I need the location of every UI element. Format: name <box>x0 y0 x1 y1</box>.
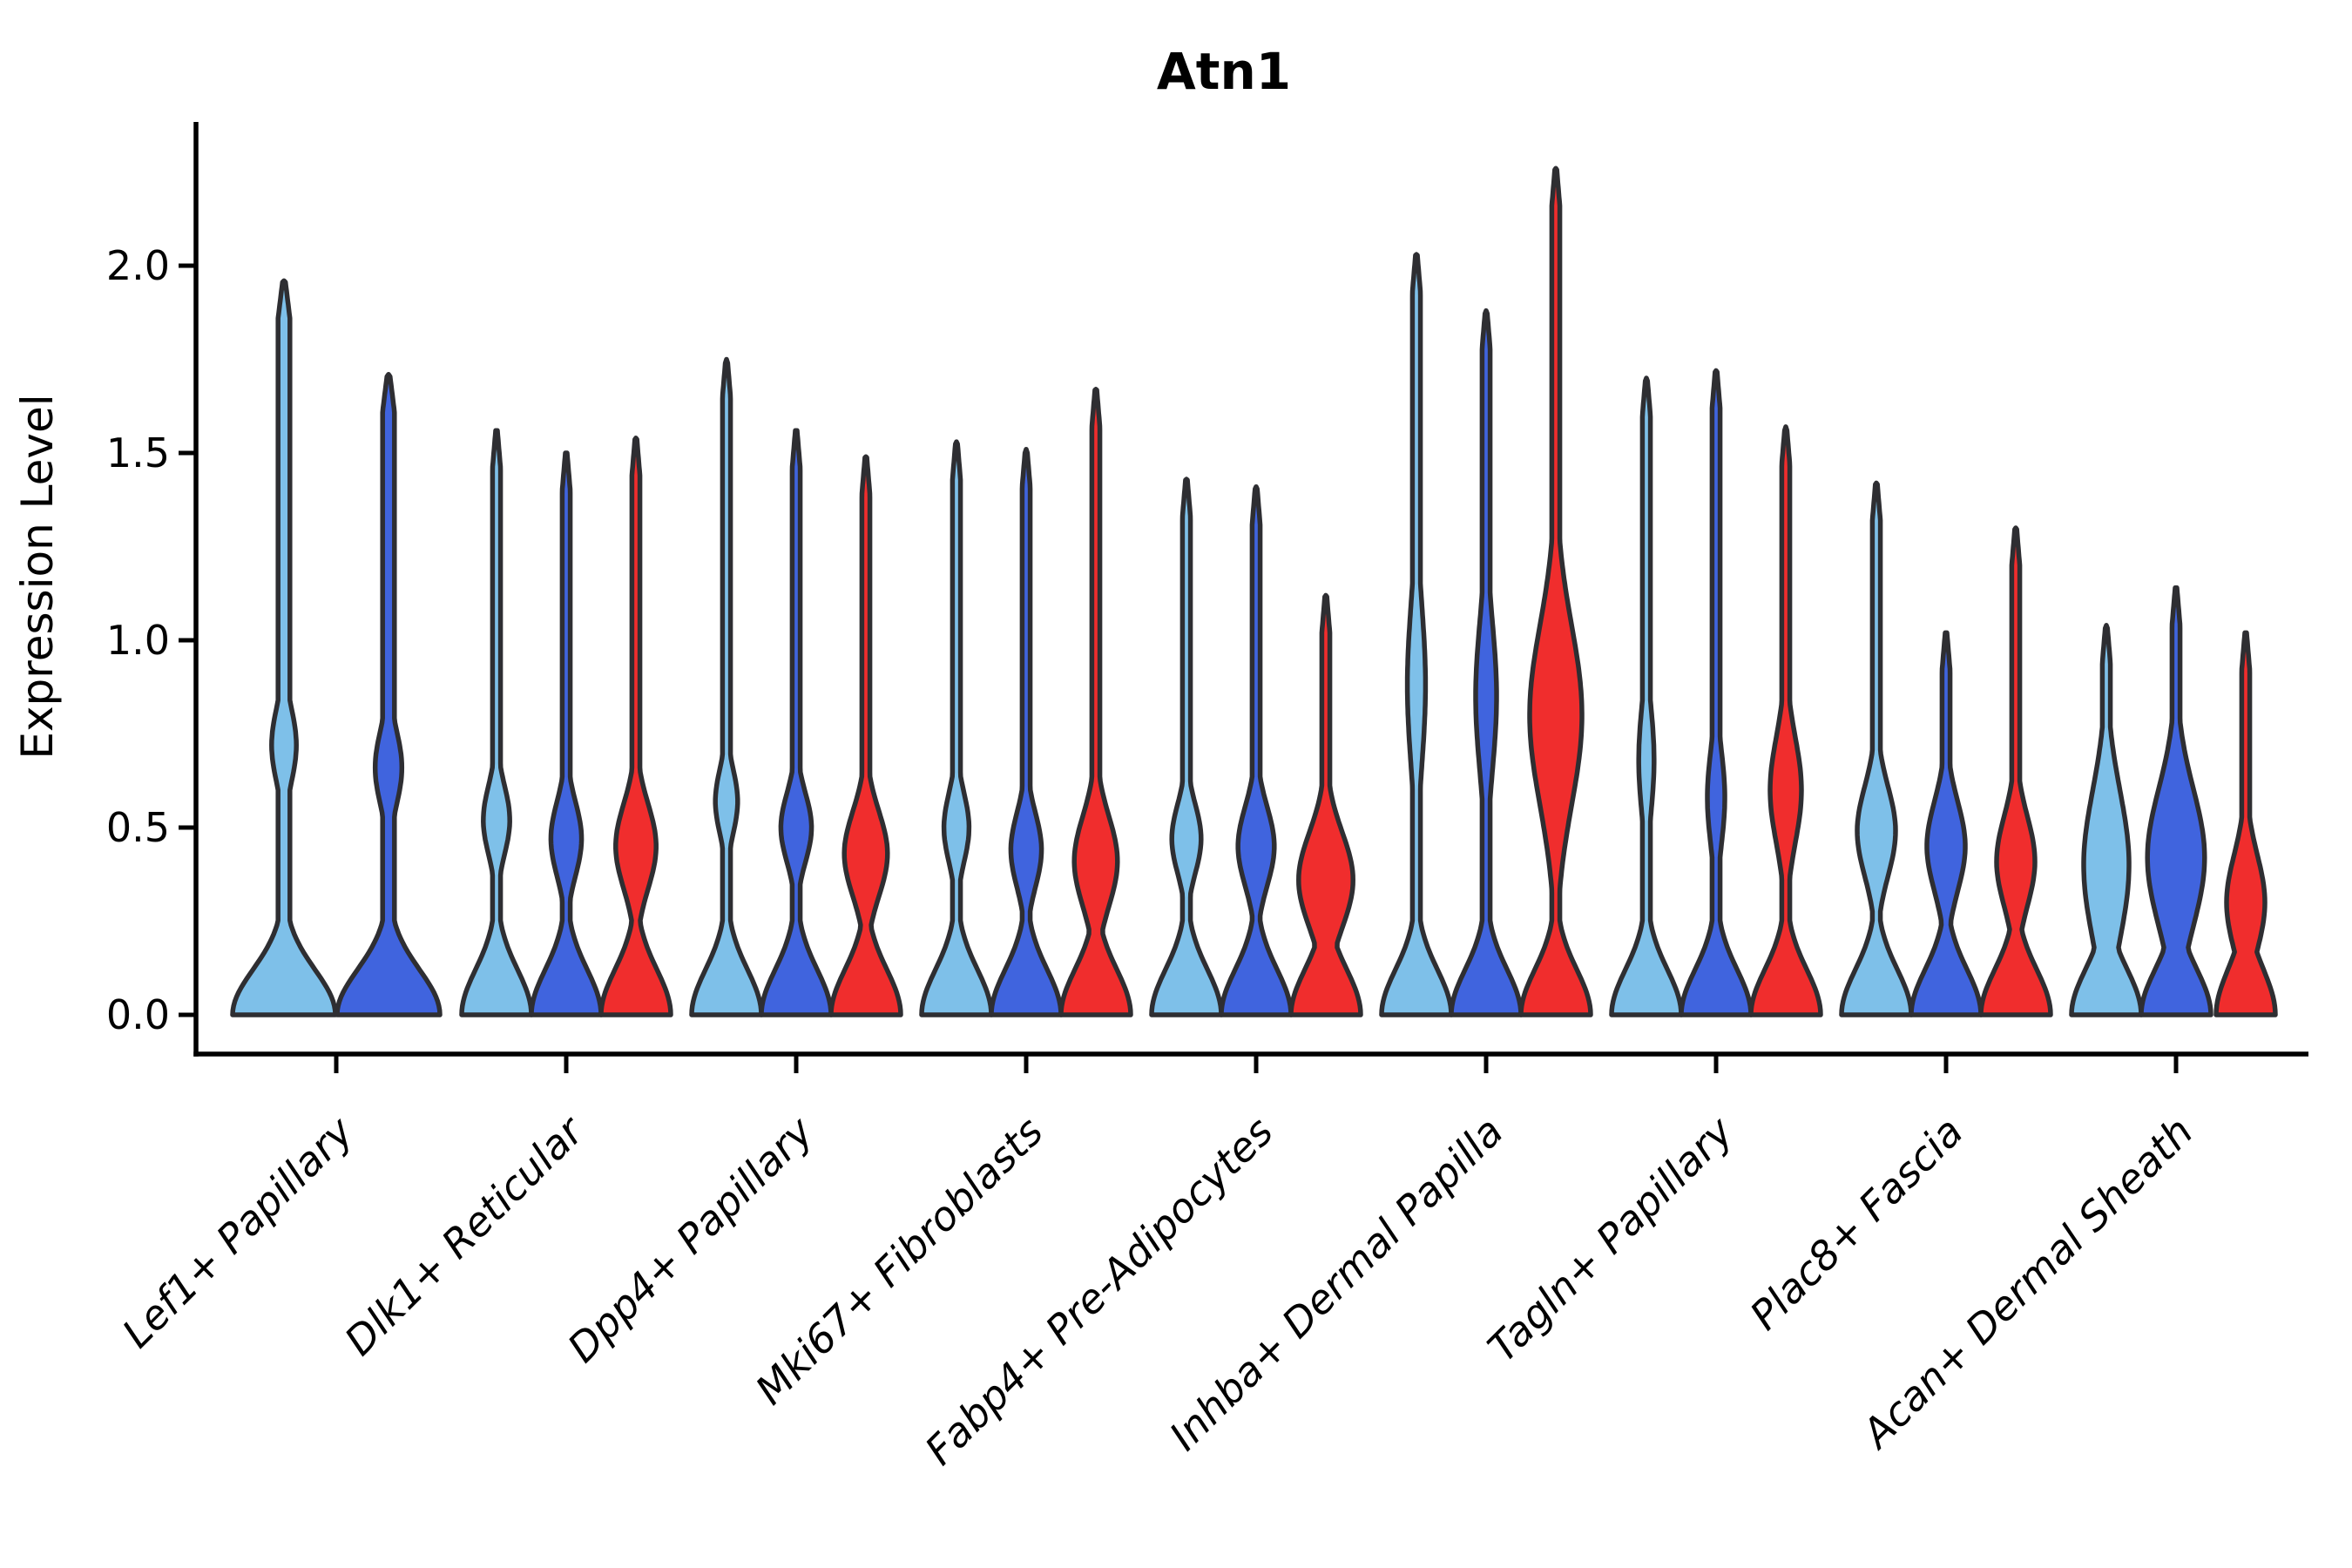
x-tick-label: Tagln+ Papillary <box>1478 1107 1742 1371</box>
violin-red <box>2213 630 2278 1017</box>
x-tick-label: Plac8+ Fascia <box>1740 1108 1971 1339</box>
violin-light_blue <box>1379 252 1454 1017</box>
chart-title: Atn1 <box>1157 42 1291 101</box>
violin-blue <box>759 428 834 1017</box>
y-tick-label: 1.5 <box>106 429 170 476</box>
y-tick-label: 0.5 <box>106 804 170 851</box>
violin-light_blue <box>230 278 338 1017</box>
violin-light_blue <box>2069 623 2144 1017</box>
violin-blue <box>989 446 1064 1017</box>
violin-blue <box>1909 630 1984 1017</box>
violin-light_blue <box>919 439 994 1017</box>
violin-light_blue <box>1609 375 1684 1017</box>
violin-blue <box>1679 368 1754 1017</box>
x-tick-label: Dpp4+ Papillary <box>558 1107 822 1371</box>
violin-light_blue <box>1839 480 1914 1017</box>
violin-blue <box>1219 483 1294 1017</box>
y-tick-label: 0.0 <box>106 991 170 1038</box>
y-tick-label: 1.0 <box>106 617 170 664</box>
violin-red <box>598 436 673 1017</box>
violin-blue <box>335 371 443 1017</box>
violin-light_blue <box>459 428 534 1017</box>
axes-layer <box>193 122 2308 1057</box>
violin-blue <box>529 450 604 1017</box>
violin-red <box>1748 424 1823 1017</box>
violin-light_blue <box>689 356 764 1017</box>
violin-red <box>828 454 903 1017</box>
violin-red <box>1978 525 2053 1017</box>
violin-light_blue <box>1149 476 1224 1017</box>
violins-layer <box>230 166 2278 1017</box>
x-tick-label: Lef1+ Papillary <box>113 1107 362 1356</box>
violin-red <box>1058 387 1133 1017</box>
y-axis-label: Expression Level <box>12 394 63 759</box>
violin-blue <box>2139 585 2213 1017</box>
y-tick-label: 2.0 <box>106 242 170 289</box>
violin-red <box>1518 166 1593 1017</box>
x-tick-label: Dlk1+ Reticular <box>335 1105 594 1364</box>
violin-red <box>1288 592 1363 1017</box>
violin-blue <box>1449 308 1524 1017</box>
